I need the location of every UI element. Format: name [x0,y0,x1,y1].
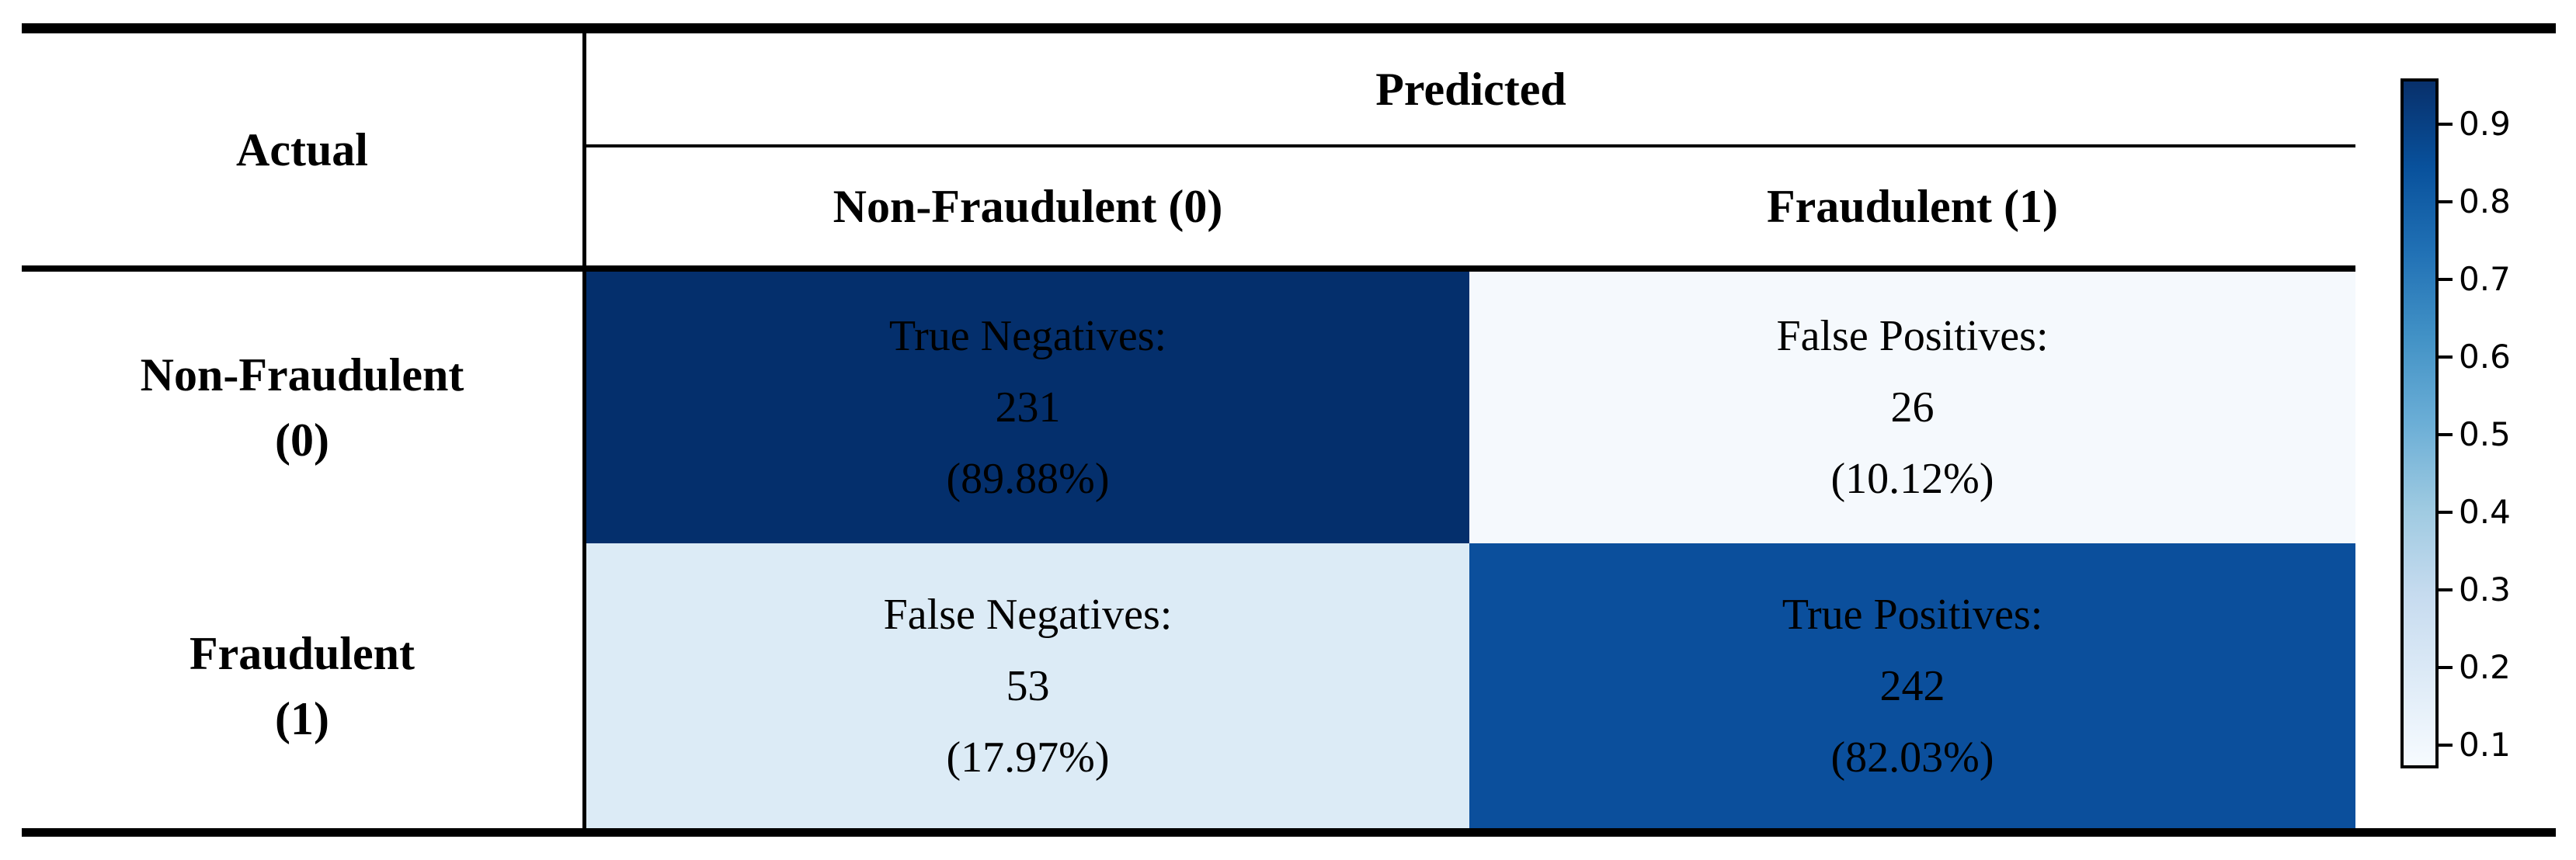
predicted-underline-rule [586,144,2355,147]
colorbar-tick-label: 0.3 [2459,570,2511,609]
row-header-non-fraudulent-line1: Non-Fraudulent [140,349,464,401]
colorbar-tick-label: 0.5 [2459,415,2511,453]
col-header-fraudulent-label: Fraudulent (1) [1767,181,2058,232]
cell-true-negatives: True Negatives: 231 (89.88%) [586,272,1469,543]
cell-false-positives-label: False Positives: [1776,312,2049,360]
col-header-non-fraudulent: Non-Fraudulent (0) [586,147,1469,265]
cell-false-positives-count: 26 [1890,383,1935,432]
colorbar-tick [2437,355,2453,359]
cell-false-negatives-label: False Negatives: [883,590,1173,639]
cell-false-positives-percent: (10.12%) [1830,455,1994,503]
actual-header-label: Actual [236,123,368,175]
top-rule [22,23,2556,33]
row-header-fraudulent-line2: (1) [275,692,329,744]
row-header-non-fraudulent: Non-Fraudulent (0) [22,272,582,543]
cell-false-negatives: False Negatives: 53 (17.97%) [586,543,1469,828]
colorbar-tick-label: 0.6 [2459,338,2511,376]
col-header-non-fraudulent-label: Non-Fraudulent (0) [833,181,1223,232]
colorbar-tick-label: 0.4 [2459,493,2511,531]
cell-false-negatives-count: 53 [1006,661,1050,710]
colorbar-tick [2437,278,2453,281]
colorbar-tick-label: 0.8 [2459,182,2511,220]
colorbar-gradient [2400,78,2439,768]
colorbar-tick [2437,588,2453,591]
header-body-rule [22,265,2355,272]
bottom-rule [22,828,2556,837]
row-header-fraudulent-line1: Fraudulent [189,627,415,679]
cell-false-positives: False Positives: 26 (10.12%) [1469,272,2355,543]
colorbar-tick-label: 0.2 [2459,648,2511,686]
colorbar-tick [2437,200,2453,203]
predicted-header-label: Predicted [1375,63,1566,115]
cell-false-negatives-percent: (17.97%) [946,733,1110,782]
colorbar-tick [2437,511,2453,514]
column-divider [582,33,586,828]
colorbar-tick-label: 0.9 [2459,105,2511,143]
colorbar-tick [2437,433,2453,436]
predicted-header-cell: Predicted [586,33,2355,144]
colorbar-tick [2437,666,2453,669]
cell-true-negatives-count: 231 [995,383,1061,432]
colorbar-tick-label: 0.7 [2459,260,2511,298]
cell-true-positives-count: 242 [1879,661,1945,710]
colorbar-tick-label: 0.1 [2459,726,2511,764]
col-header-fraudulent: Fraudulent (1) [1469,147,2355,265]
cell-true-negatives-label: True Negatives: [888,312,1167,360]
cell-true-negatives-percent: (89.88%) [946,455,1110,503]
cell-true-positives-percent: (82.03%) [1830,733,1994,782]
actual-header-cell: Actual [22,33,582,265]
cell-true-positives-label: True Positives: [1782,590,2043,639]
colorbar-tick [2437,123,2453,126]
cell-true-positives: True Positives: 242 (82.03%) [1469,543,2355,828]
row-header-fraudulent: Fraudulent (1) [22,543,582,828]
row-header-non-fraudulent-line2: (0) [275,414,329,466]
colorbar-tick [2437,744,2453,747]
